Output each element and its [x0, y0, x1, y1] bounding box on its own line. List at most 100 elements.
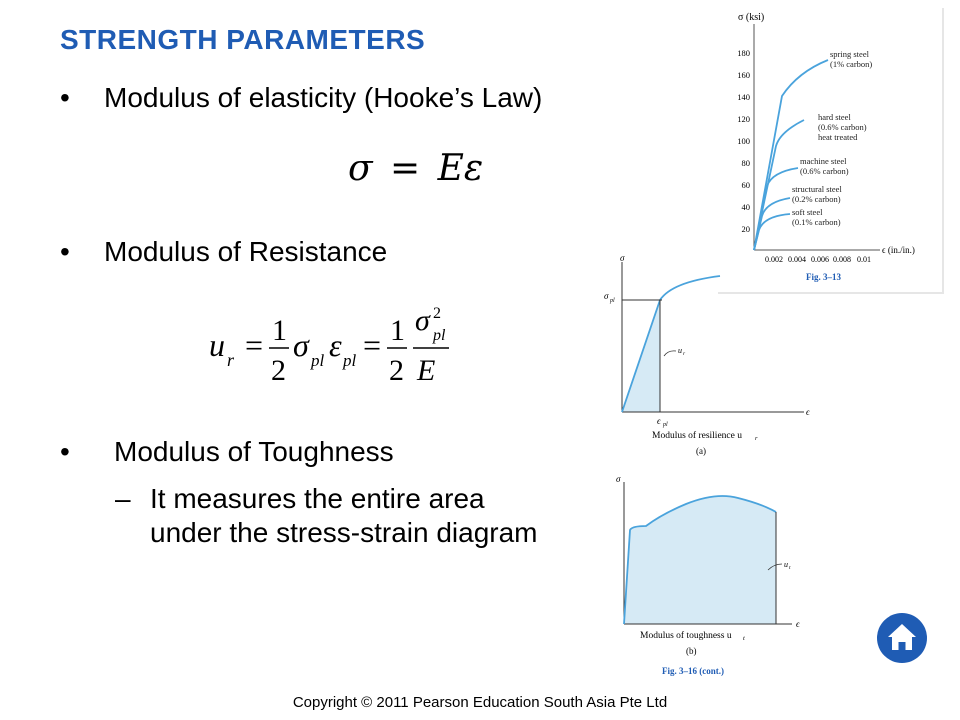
y-axis-label: σ (ksi) [738, 12, 764, 23]
eps-pl-sub: pl [662, 422, 668, 428]
sub-bullet: – It measures the entire area under the s… [115, 482, 538, 550]
label-structural-steel: structural steel [792, 184, 842, 194]
ut-sub: t [789, 565, 791, 571]
copyright-footer: Copyright © 2011 Pearson Education South… [292, 694, 668, 711]
toughness-fig-caption: Fig. 3–16 (cont.) [662, 666, 724, 676]
bullet-modulus-of-toughness: • Modulus of Toughness [60, 436, 394, 468]
eq-sigma-sub: pl [310, 351, 325, 370]
label-hard-steel-carbon: (0.6% carbon) [818, 122, 867, 132]
label-soft-steel-carbon: (0.1% carbon) [792, 217, 841, 227]
y-tick: 120 [737, 114, 750, 124]
eq-E: E [416, 354, 435, 387]
label-spring-steel: spring steel [830, 49, 870, 59]
x-tick: 0.008 [833, 255, 851, 264]
ur-pointer [663, 350, 677, 357]
sigma-pl-sub: pl [609, 298, 615, 304]
curve-machine-steel [753, 167, 799, 251]
bullet-modulus-of-elasticity: • Modulus of elasticity (Hooke’s Law) [60, 82, 542, 114]
curve-spring-steel [753, 59, 829, 251]
resilience-caption: Modulus of resilience u [652, 430, 742, 441]
eq-sigma-num: σ [415, 304, 431, 337]
label-spring-steel-carbon: (1% carbon) [830, 59, 872, 69]
eps-label: ϵ [796, 619, 800, 629]
sigma-pl-label: σ [604, 291, 609, 301]
ut-pointer [767, 563, 783, 571]
x-tick: 0.002 [765, 255, 783, 264]
eq-eps: ε [329, 327, 342, 363]
eq-two-1: 2 [271, 354, 286, 387]
label-machine-steel: machine steel [800, 156, 847, 166]
label-soft-steel: soft steel [792, 207, 823, 217]
label-machine-steel-carbon: (0.6% carbon) [800, 166, 849, 176]
sigma-label: σ [616, 474, 621, 484]
y-tick-labels: 20 40 60 80 100 120 140 160 180 [737, 48, 750, 234]
home-button[interactable] [876, 612, 928, 664]
eps-label: ϵ [806, 407, 810, 417]
toughness-caption: Modulus of toughness u [640, 630, 732, 641]
resilience-equation: u r = 1 2 σ pl ε pl = 1 2 σ 2 pl E [209, 304, 449, 387]
resilience-caption-sub: r [755, 435, 758, 442]
bullet-text: Modulus of elasticity (Hooke’s Law) [104, 82, 543, 113]
eq-sigma: σ [348, 148, 373, 189]
figure-caption: Fig. 3–13 [806, 272, 841, 282]
label-structural-steel-carbon: (0.2% carbon) [792, 194, 841, 204]
eq-one-1: 1 [272, 314, 287, 347]
eq-sq: 2 [433, 305, 441, 322]
eq-eps-sub: pl [342, 351, 357, 370]
toughness-fig-label: (b) [686, 646, 697, 656]
ur-label: u [678, 346, 682, 355]
resilience-fig-label: (a) [696, 446, 706, 456]
bullet-modulus-of-resistance: • Modulus of Resistance [60, 236, 387, 268]
eq-u: u [209, 327, 225, 363]
toughness-caption-sub: t [743, 635, 745, 642]
toughness-area [624, 496, 776, 624]
eps-pl-label: ϵ [657, 416, 661, 426]
y-tick: 140 [737, 92, 750, 102]
bullet-text: Modulus of Toughness [114, 436, 394, 467]
y-tick: 100 [737, 136, 750, 146]
slide-title: STRENGTH PARAMETERS [60, 24, 426, 55]
bullet-marker: • [60, 236, 70, 267]
toughness-figure: σ ϵ u t Modulus of toughness u t (b) Fig… [616, 474, 800, 676]
x-tick: 0.01 [857, 255, 871, 264]
ur-sub: r [683, 351, 686, 357]
eq-sigma: σ [293, 327, 310, 363]
resilience-figure: σ σ pl ϵ ϵ pl u r Modulus of resilience … [604, 253, 810, 456]
home-icon [888, 624, 916, 650]
eq-one-2: 1 [390, 314, 405, 347]
y-tick: 80 [742, 158, 751, 168]
eq-u-sub: r [227, 350, 235, 370]
label-hard-steel-treatment: heat treated [818, 132, 858, 142]
bullet-text: Modulus of Resistance [104, 236, 388, 267]
sigma-label: σ [620, 253, 625, 263]
label-hard-steel: hard steel [818, 112, 851, 122]
sub-bullet-line-2: under the stress-strain diagram [150, 517, 538, 548]
eq-equals: = [390, 148, 421, 189]
x-tick: 0.006 [811, 255, 829, 264]
x-axis-label: ϵ (in./in.) [882, 245, 915, 255]
stress-strain-figure: σ (ksi) 20 40 60 80 100 120 140 160 180 … [718, 8, 944, 294]
y-tick: 180 [737, 48, 750, 58]
bullet-marker: • [60, 82, 70, 113]
eq-rhs: Eε [437, 148, 484, 189]
ut-label: u [784, 560, 788, 569]
eq-two-2: 2 [389, 354, 404, 387]
eq-equals-1: = [245, 327, 263, 363]
y-tick: 40 [742, 202, 751, 212]
y-tick: 20 [742, 224, 751, 234]
toughness-curve [623, 495, 777, 625]
y-tick: 60 [742, 180, 751, 190]
curve-structural-steel [753, 197, 791, 251]
x-tick-labels: 0.002 0.004 0.006 0.008 0.01 [765, 255, 871, 264]
steel-curves [753, 59, 829, 251]
eq-equals-2: = [363, 327, 381, 363]
sub-bullet-marker: – [115, 483, 131, 514]
sub-bullet-line-1: It measures the entire area [150, 483, 485, 514]
hooke-equation: σ = Eε [348, 148, 483, 189]
curve-hard-steel [753, 119, 805, 251]
eq-sigma-num-sub: pl [432, 327, 446, 344]
x-tick: 0.004 [788, 255, 806, 264]
y-tick: 160 [737, 70, 750, 80]
curve-soft-steel [753, 213, 791, 251]
bullet-marker: • [60, 436, 70, 467]
